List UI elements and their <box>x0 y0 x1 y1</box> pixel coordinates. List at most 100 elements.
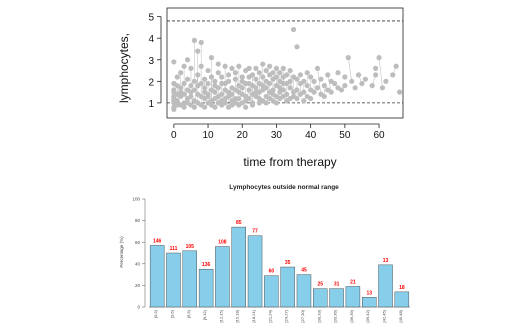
scatter-point <box>229 91 235 97</box>
scatter-point <box>212 104 218 110</box>
scatter-point <box>181 104 187 110</box>
scatter-point <box>181 63 187 69</box>
scatter-point <box>338 87 345 93</box>
scatter-point <box>219 74 225 80</box>
scatter-point <box>301 98 307 104</box>
scatter-point <box>178 70 184 76</box>
scatter-point <box>280 87 286 93</box>
bar-y-tick-label: 20 <box>135 283 141 288</box>
scatter-point <box>249 72 256 78</box>
bar-y-tick-label: 100 <box>132 197 140 202</box>
scatter-chart: 0 10 20 30 40 50 60 1 2 3 4 5 time from therapy lym… <box>117 7 404 169</box>
scatter-point <box>273 74 280 80</box>
scatter-point <box>294 44 300 50</box>
scatter-point <box>373 72 379 78</box>
scatter-trajectory-line <box>317 68 322 95</box>
bar-category-label: [3,6) <box>169 309 174 318</box>
bar-data-label: 111 <box>170 246 178 252</box>
bar-data-label: 21 <box>350 279 356 285</box>
scatter-point <box>181 80 187 87</box>
scatter-point <box>202 85 208 91</box>
scatter-point <box>294 95 300 102</box>
scatter-point <box>232 70 239 76</box>
scatter-y-tick-label: 3 <box>148 56 154 67</box>
scatter-point <box>253 76 259 82</box>
bar-category-label: [36,39) <box>349 309 354 322</box>
scatter-point <box>205 80 211 87</box>
scatter-point <box>202 104 208 110</box>
scatter-point <box>191 78 197 84</box>
bar-data-label: 146 <box>153 238 162 244</box>
bar-category-label: [18,21) <box>251 309 256 322</box>
bar-series: 146 [0,3) 111 [3,6) 105 [6,9) 136 [9,12) 108 [12,… <box>149 220 410 322</box>
scatter-point <box>181 91 187 97</box>
scatter-point <box>376 55 382 61</box>
bar <box>329 288 344 308</box>
scatter-point <box>212 89 218 95</box>
scatter-point <box>393 63 399 69</box>
scatter-point <box>342 74 348 80</box>
scatter-point <box>270 70 276 76</box>
bar <box>296 274 312 308</box>
scatter-point <box>249 102 256 108</box>
scatter-point <box>390 72 396 78</box>
scatter-point <box>297 72 303 78</box>
bar-category-label: [21,24) <box>267 309 272 322</box>
scatter-point <box>290 26 297 33</box>
scatter-point <box>191 37 197 43</box>
bar-data-label: 31 <box>334 282 340 288</box>
bar <box>166 252 181 308</box>
scatter-x-axis-title: time from therapy <box>243 155 336 169</box>
scatter-point <box>263 67 269 74</box>
bar-data-label: 108 <box>218 240 227 246</box>
scatter-point <box>239 74 245 80</box>
bar-category-label: [30,33) <box>316 309 321 322</box>
scatter-point <box>243 104 249 110</box>
scatter-y-tick-label: 1 <box>148 99 154 110</box>
bar-data-label: 13 <box>383 258 389 264</box>
bar-data-label: 60 <box>269 269 275 275</box>
scatter-point <box>225 72 232 78</box>
scatter-point <box>171 106 177 112</box>
bar <box>231 226 246 308</box>
scatter-point <box>321 93 327 100</box>
scatter-point <box>314 65 321 71</box>
bar-y-axis-title: Percentage (%) <box>119 236 124 268</box>
scatter-point <box>331 80 338 87</box>
bar-category-label: [42,45) <box>382 309 387 322</box>
scatter-point <box>229 65 235 71</box>
scatter-point <box>195 72 201 78</box>
scatter-point <box>301 78 307 84</box>
bar <box>394 291 410 308</box>
scatter-point <box>198 39 204 46</box>
scatter-point <box>239 85 245 91</box>
scatter-point <box>328 89 334 95</box>
scatter-point <box>287 85 293 91</box>
scatter-y-axis-title: lymphocytes, <box>117 33 131 103</box>
scatter-point <box>191 104 197 110</box>
bar-category-label: [45,48) <box>398 309 403 322</box>
scatter-point <box>256 70 262 76</box>
scatter-point <box>219 91 225 97</box>
scatter-point <box>308 74 314 80</box>
scatter-point <box>325 72 331 78</box>
bar-category-label: [12,15) <box>218 309 223 322</box>
scatter-point <box>253 85 259 91</box>
scatter-point <box>273 100 280 106</box>
scatter-point <box>304 83 310 89</box>
bar <box>264 275 279 308</box>
scatter-point <box>287 67 293 74</box>
bar <box>149 245 165 308</box>
bar-data-label: 18 <box>399 285 405 291</box>
scatter-point <box>308 95 314 102</box>
scatter-point <box>215 85 221 91</box>
bar <box>182 250 197 308</box>
scatter-y-tick-label: 5 <box>148 13 154 24</box>
scatter-point <box>314 85 321 91</box>
scatter-point <box>195 48 201 54</box>
scatter-x-tick-label: 50 <box>339 130 351 141</box>
scatter-point <box>225 78 232 84</box>
bar-y-tick-label: 60 <box>135 240 141 245</box>
scatter-point <box>321 83 327 89</box>
scatter-trajectory-line <box>327 74 332 93</box>
